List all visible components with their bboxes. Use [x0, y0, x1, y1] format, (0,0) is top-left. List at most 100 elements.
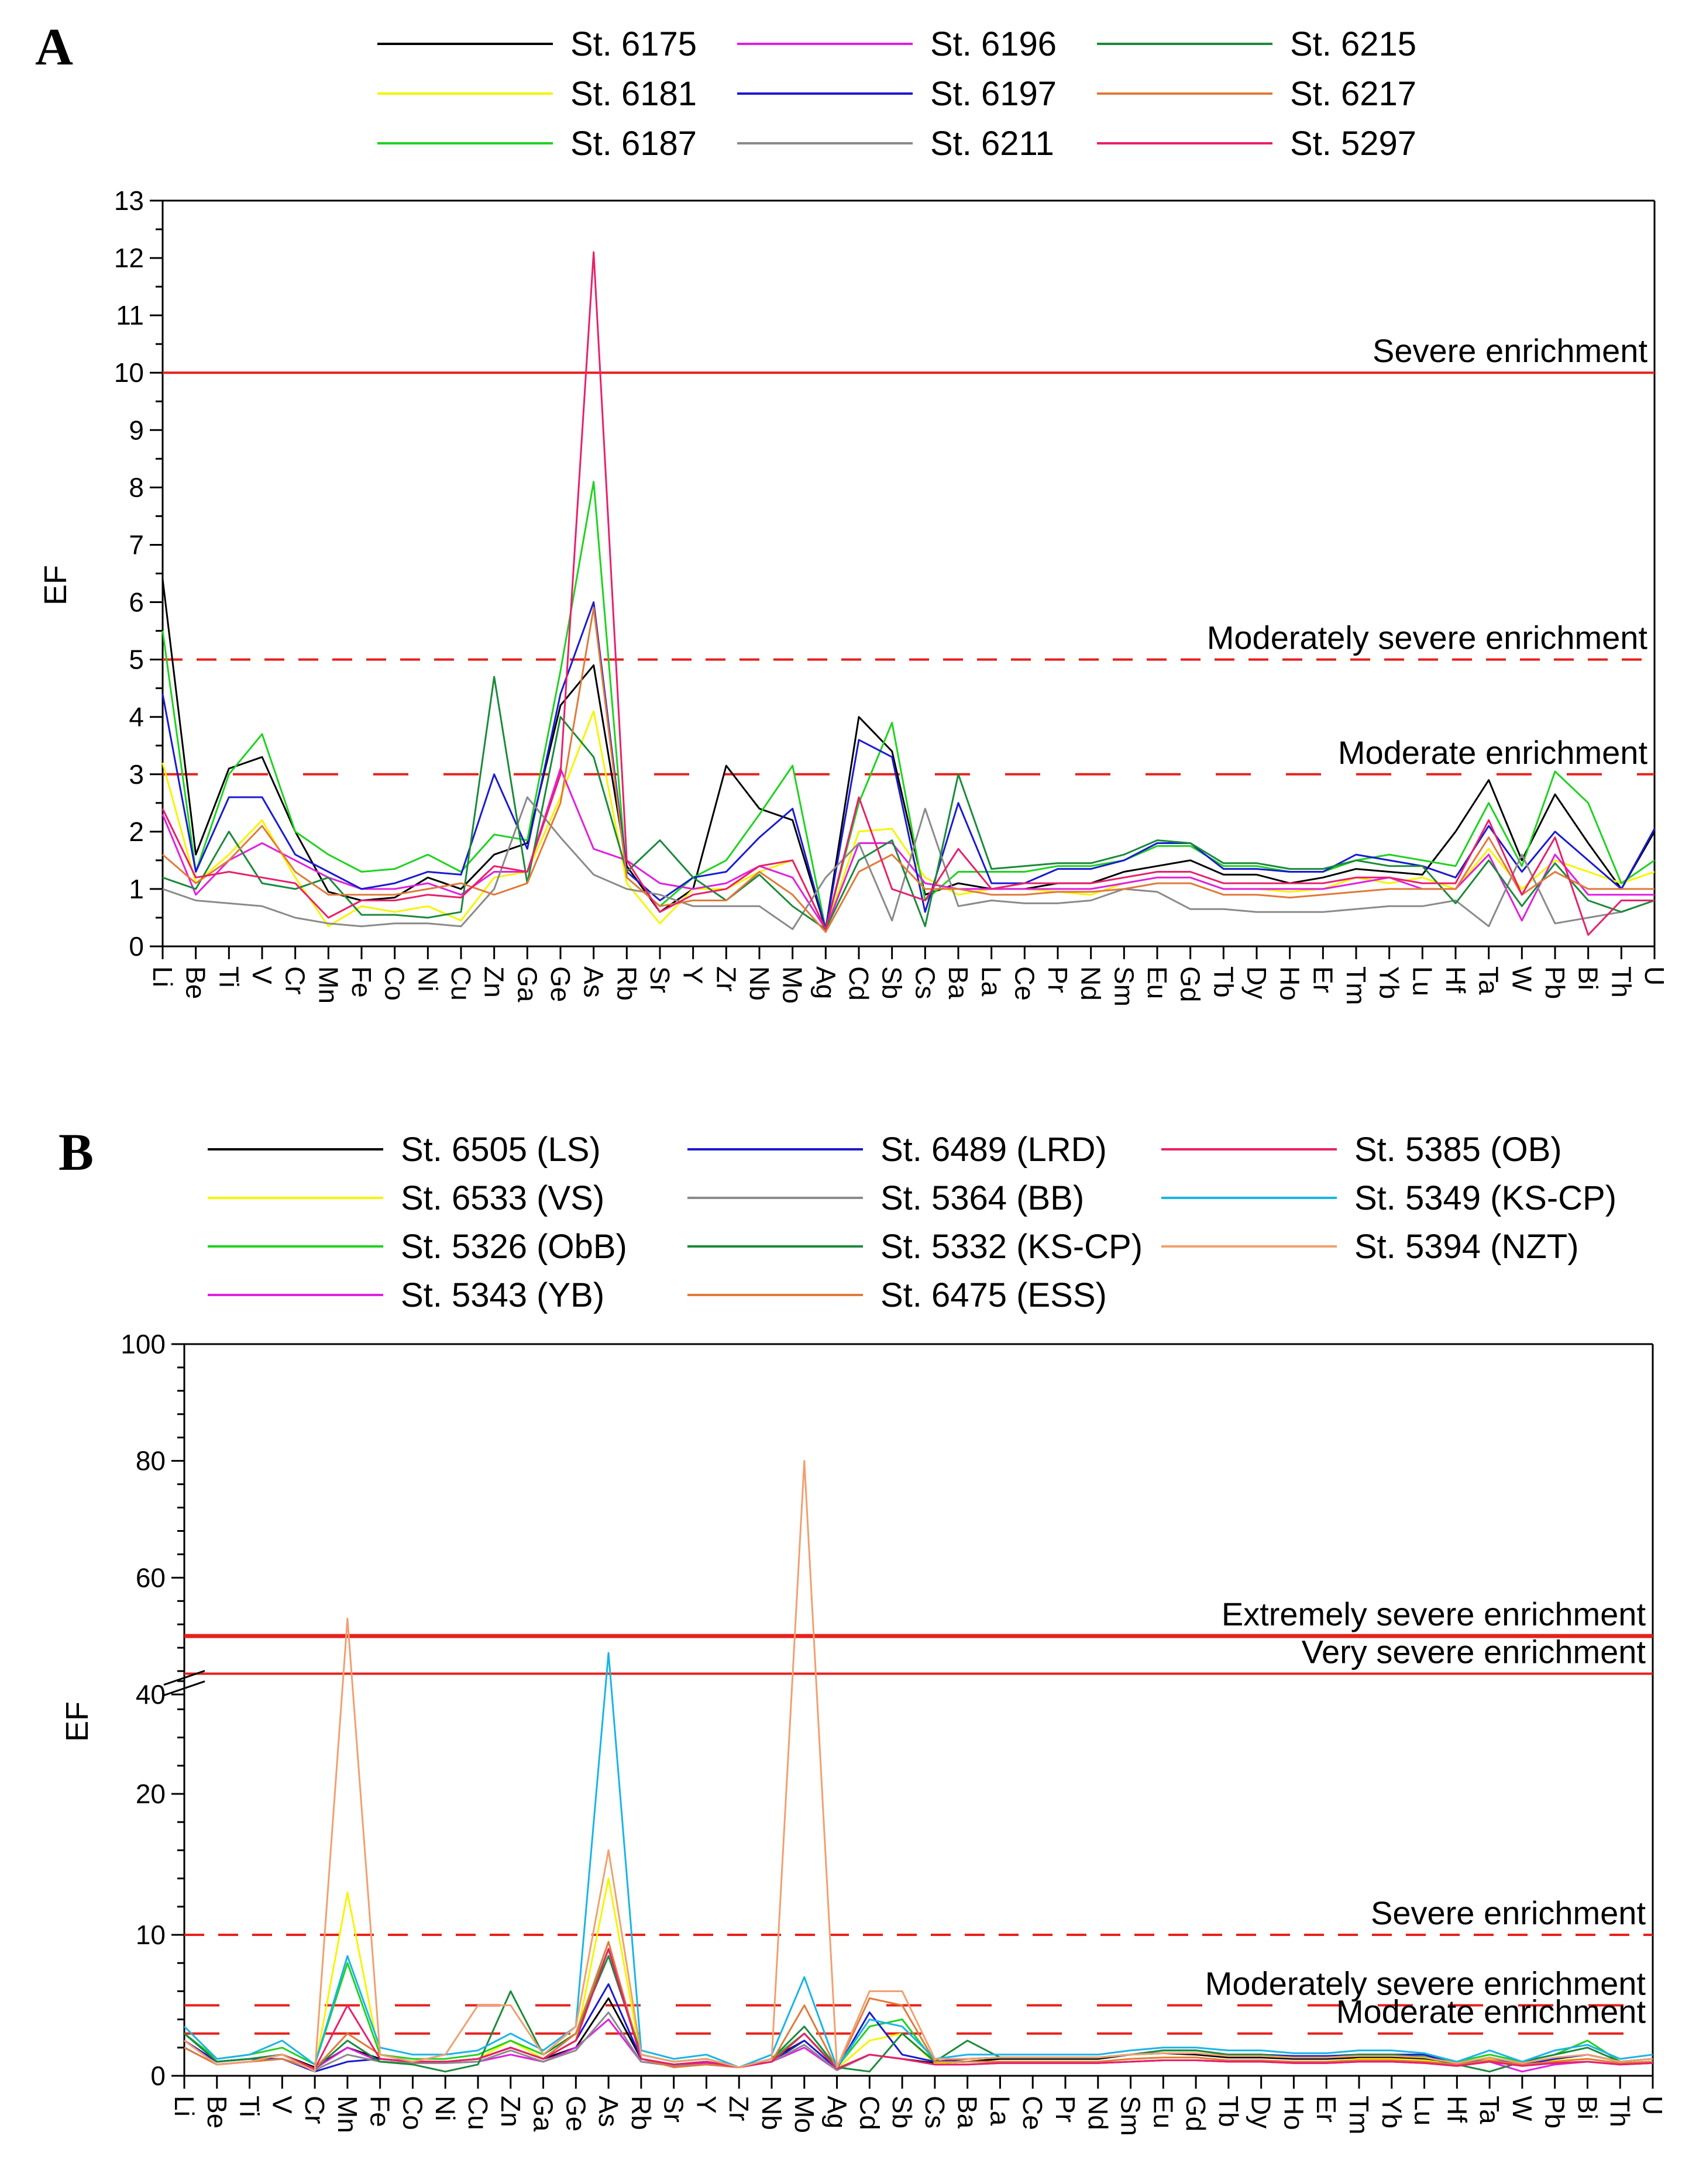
x-tick-label: Yb [1377, 2096, 1407, 2128]
x-tick-label: Cr [280, 966, 311, 995]
x-tick-label: Nd [1076, 966, 1106, 1001]
x-tick-label: Li [169, 2096, 199, 2117]
y-axis-label: EF [60, 1701, 95, 1742]
x-tick-label: La [985, 2096, 1015, 2126]
x-tick-label: La [976, 966, 1007, 997]
x-tick-label: Er [1311, 2096, 1342, 2123]
x-tick-label: Pr [1050, 2096, 1081, 2123]
series-line [162, 676, 1655, 931]
x-tick-label: Bi [1572, 2096, 1602, 2120]
x-tick-label: U [1639, 966, 1670, 986]
legend-label: St. 6489 (LRD) [880, 1131, 1107, 1169]
legend-label: St. 5326 (ObB) [401, 1228, 627, 1266]
x-tick-label: Ho [1275, 966, 1305, 1001]
y-tick-label: 9 [129, 415, 144, 445]
x-tick-label: Y [678, 966, 708, 984]
x-tick-label: Be [181, 966, 211, 999]
y-tick-label: 40 [136, 1679, 166, 1710]
x-tick-label: Mo [789, 2096, 820, 2133]
x-tick-label: U [1638, 2096, 1668, 2115]
x-tick-label: Zr [724, 2096, 754, 2121]
x-tick-label: Ti [214, 966, 244, 988]
x-tick-label: Cd [854, 2096, 885, 2130]
x-tick-label: Ti [235, 2096, 265, 2117]
reference-line-label: Moderate enrichment [1336, 1993, 1646, 2030]
x-tick-label: Mn [313, 966, 343, 1004]
legend-label: St. 5349 (KS-CP) [1354, 1179, 1616, 1217]
x-tick-label: Co [397, 2096, 428, 2130]
legend-label: St. 6181 [570, 75, 697, 113]
legend-label: St. 6533 (VS) [401, 1179, 604, 1217]
x-tick-label: Sb [887, 2096, 917, 2128]
x-tick-label: Tm [1344, 2096, 1374, 2134]
x-tick-label: Dy [1246, 2096, 1277, 2128]
y-tick-label: 10 [114, 357, 144, 388]
x-tick-label: Ag [810, 966, 841, 999]
y-tick-label: 1 [129, 874, 144, 904]
x-tick-label: Eu [1148, 2096, 1178, 2128]
x-tick-label: Th [1605, 2096, 1635, 2127]
series-line [184, 1948, 1653, 2070]
x-tick-label: Li [147, 966, 178, 987]
y-tick-label: 11 [116, 300, 144, 330]
legend-label: St. 5385 (OB) [1354, 1131, 1562, 1169]
x-tick-label: Y [691, 2096, 721, 2114]
x-tick-label: As [593, 2096, 624, 2127]
x-tick-label: Dy [1241, 966, 1272, 999]
panel-a-letter: A [35, 18, 73, 76]
y-tick-label: 60 [136, 1562, 166, 1593]
series-line [162, 796, 1655, 931]
x-tick-label: Zn [496, 2096, 526, 2127]
legend-label: St. 6475 (ESS) [880, 1276, 1107, 1314]
x-tick-label: Bi [1573, 966, 1604, 990]
x-tick-label: W [1506, 966, 1537, 992]
legend-label: St. 5394 (NZT) [1354, 1228, 1579, 1266]
x-tick-label: W [1507, 2096, 1537, 2121]
reference-line-label: Severe enrichment [1373, 332, 1647, 369]
y-tick-label: 2 [129, 817, 144, 847]
legend-label: St. 5364 (BB) [880, 1179, 1084, 1217]
y-tick-label: 13 [114, 185, 144, 216]
legend-label: St. 6505 (LS) [401, 1131, 601, 1169]
x-tick-label: Sr [645, 966, 675, 993]
y-tick-label: 20 [136, 1779, 166, 1809]
x-tick-label: Pb [1540, 966, 1570, 999]
y-tick-label: 10 [136, 1920, 166, 1950]
x-tick-label: Fe [365, 2096, 395, 2127]
reference-line-label: Very severe enrichment [1302, 1634, 1646, 1670]
x-tick-label: Eu [1142, 966, 1172, 999]
y-tick-label: 8 [129, 472, 144, 502]
axis-break-mark [163, 1680, 205, 1697]
x-tick-label: Lu [1409, 2096, 1440, 2126]
series-line [161, 601, 1656, 931]
reference-line-label: Severe enrichment [1371, 1894, 1646, 1931]
x-tick-label: Ba [952, 2096, 983, 2129]
y-tick-label: 0 [129, 931, 144, 962]
x-tick-label: Ga [512, 966, 542, 1003]
x-tick-label: Ce [1017, 2096, 1048, 2130]
x-tick-label: Ce [1009, 966, 1040, 1001]
series-line [161, 481, 1655, 931]
x-tick-label: Ge [545, 966, 576, 1002]
x-tick-label: Nb [744, 966, 775, 1001]
x-tick-label: Pb [1540, 2096, 1570, 2128]
x-tick-label: Cu [463, 2096, 493, 2130]
x-tick-label: Cr [300, 2096, 330, 2124]
x-tick-label: Sr [659, 2096, 689, 2123]
x-tick-label: Hf [1440, 966, 1471, 993]
x-tick-label: V [267, 2096, 297, 2114]
x-tick-label: Hf [1442, 2096, 1472, 2123]
x-tick-label: Ga [528, 2096, 559, 2132]
x-tick-label: Mn [332, 2096, 363, 2133]
reference-line-label: Extremely severe enrichment [1222, 1596, 1646, 1632]
legend-label: St. 5343 (YB) [401, 1276, 604, 1314]
y-tick-label: 80 [136, 1446, 166, 1476]
legend-panel-a: St. 6175 St. 6181 St. 6187 St. 6196 St. 6197… [377, 25, 1416, 163]
x-tick-label: Cd [844, 966, 874, 1001]
x-tick-label: Ta [1474, 966, 1504, 995]
x-tick-label: Zn [479, 966, 510, 998]
y-tick-label: 6 [129, 587, 144, 618]
reference-line-label: Moderately severe enrichment [1207, 619, 1648, 656]
series-line [162, 607, 1655, 933]
